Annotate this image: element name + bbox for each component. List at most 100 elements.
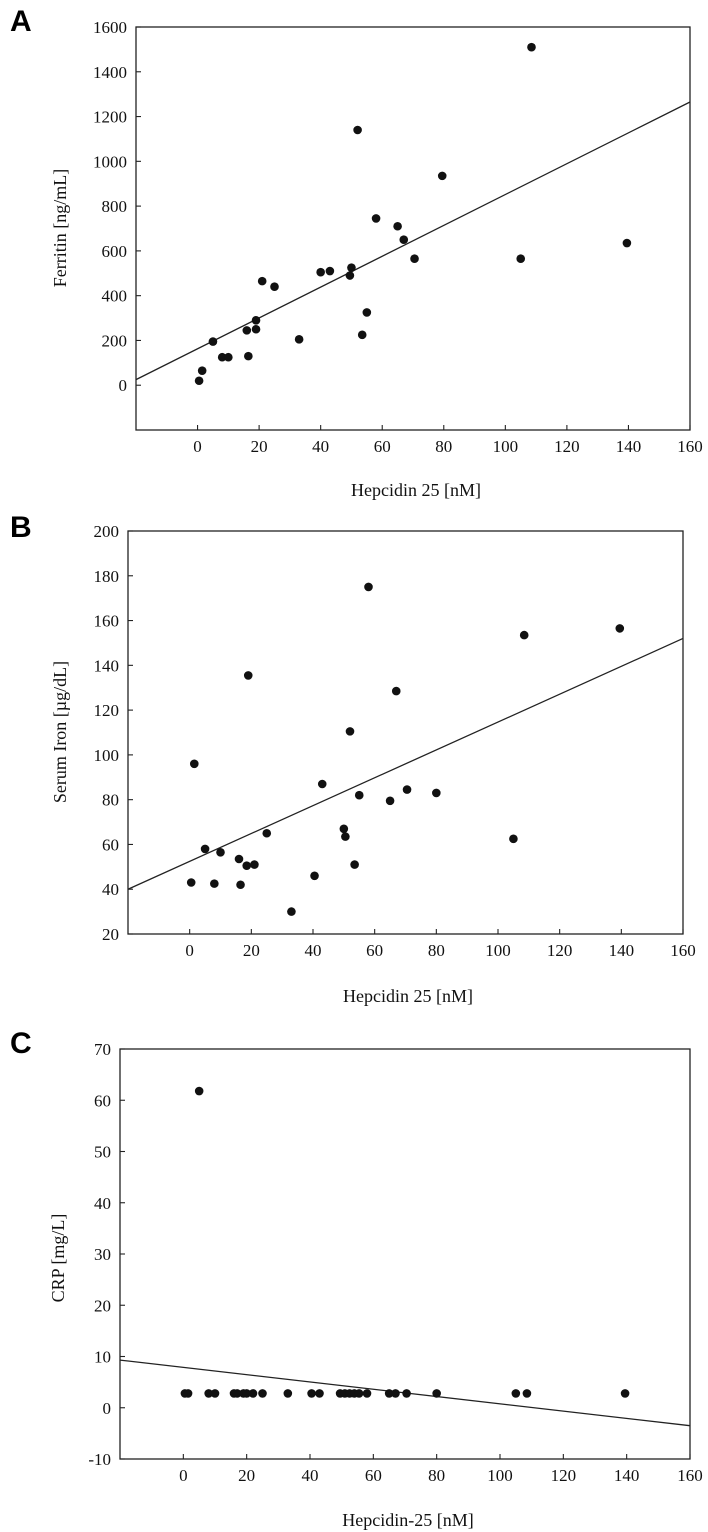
panel-b-data-point xyxy=(243,671,253,680)
panel-a-x-tick-label: 60 xyxy=(374,437,391,456)
panel-c-data-point xyxy=(242,1389,251,1398)
panel-c-data-point xyxy=(307,1389,316,1398)
panel-a-y-tick-label: 1400 xyxy=(93,63,127,82)
panel-b-y-tick-label: 180 xyxy=(94,567,120,586)
panel-a-y-tick-label: 1600 xyxy=(93,18,127,37)
panel-c-x-tick-label: 60 xyxy=(365,1466,382,1485)
panel-b-data-point xyxy=(615,624,625,633)
panel-a-y-tick-label: 400 xyxy=(102,287,128,306)
panel-b-x-axis-title: Hepcidin 25 [nM] xyxy=(343,986,473,1006)
panel-b-letter: B xyxy=(10,511,32,544)
panel-a-plot-frame xyxy=(135,26,691,431)
panel-b-data-point xyxy=(186,878,196,887)
panel-b-data-point xyxy=(350,860,359,869)
panel-a-data-point xyxy=(325,266,335,276)
panel-a-data-point xyxy=(316,267,325,277)
panel-a-data-point xyxy=(410,254,419,264)
panel-c-y-tick-label: 70 xyxy=(94,1040,111,1059)
panel-b: B Hepcidin 25 [nM] Serum Iron [µg/dL] 0 2… xyxy=(10,511,696,1006)
panel-a-data-point xyxy=(294,335,304,344)
panel-c-data-point xyxy=(315,1389,324,1398)
panel-c-x-tick-label: 0 xyxy=(179,1466,188,1485)
panel-b-y-tick-label: 160 xyxy=(94,612,120,631)
panel-c-plot-frame xyxy=(119,1048,691,1460)
panel-c-data-point xyxy=(183,1389,193,1398)
panel-b-x-tick-label: 80 xyxy=(428,941,445,960)
panel-c-data-point xyxy=(248,1389,258,1398)
panel-a-data-point xyxy=(353,125,362,135)
panel-a-x-tick-label: 120 xyxy=(554,437,580,456)
panel-b-y-axis-title: Serum Iron [µg/dL] xyxy=(50,661,70,803)
panel-c-y-tick-label: 50 xyxy=(94,1143,111,1162)
panel-c-data-point xyxy=(194,1086,204,1096)
panel-c-x-tick-label: 120 xyxy=(551,1466,577,1485)
panel-a-y-tick-label: 1000 xyxy=(93,152,127,171)
panel-c: C Hepcidin-25 [nM] CRP [mg/L] 0 20 40 60 80 1… xyxy=(10,1027,703,1530)
panel-a-data-point xyxy=(393,221,402,231)
panel-b-data-point xyxy=(189,759,199,769)
panel-a-data-point xyxy=(251,315,261,325)
panel-b-data-point xyxy=(364,582,373,592)
panel-a-data-point xyxy=(197,366,207,375)
panel-b-data-point xyxy=(402,785,412,794)
panel-a-x-tick-label: 40 xyxy=(312,437,329,456)
panel-a-y-tick-label: 200 xyxy=(102,331,128,350)
panel-a-x-tick-label: 140 xyxy=(616,437,642,456)
panel-b-regression-line xyxy=(127,637,684,890)
panel-c-y-tick-label: 10 xyxy=(94,1348,111,1367)
panel-b-data-point xyxy=(200,844,210,854)
panel-a-y-axis-title: Ferritin [ng/mL] xyxy=(50,169,70,287)
panel-a-y-tick-label: 600 xyxy=(102,242,128,261)
panel-a-data-point xyxy=(251,324,261,334)
panel-b-data-point xyxy=(341,832,350,841)
panel-b-data-point xyxy=(345,727,355,736)
panel-b-y-tick-label: 80 xyxy=(102,791,119,810)
panel-a-letter: A xyxy=(10,5,32,38)
panel-b-data-point xyxy=(236,880,245,890)
panel-a-data-point xyxy=(244,351,253,361)
panel-b-data-point xyxy=(432,788,441,798)
panel-c-x-tick-label: 40 xyxy=(302,1466,319,1485)
panel-a-data-point xyxy=(516,254,526,264)
panel-b-data-point xyxy=(317,779,327,789)
panel-b-y-tick-label: 140 xyxy=(94,656,120,675)
panel-a-data-point xyxy=(208,337,218,346)
panel-a-x-tick-label: 20 xyxy=(251,437,268,456)
panel-c-data-point xyxy=(232,1389,242,1398)
panel-b-data-point xyxy=(287,907,296,916)
panel-b-y-tick-label: 40 xyxy=(102,880,119,899)
panel-c-data-point xyxy=(362,1389,372,1398)
panel-a-x-tick-label: 100 xyxy=(493,437,519,456)
panel-b-y-tick-label: 60 xyxy=(102,835,119,854)
panel-a-data-point xyxy=(347,263,356,272)
panel-c-y-tick-label: 0 xyxy=(103,1399,112,1418)
panel-c-data-point xyxy=(354,1389,364,1398)
panel-c-data-point xyxy=(511,1389,521,1398)
panel-a-data-point xyxy=(242,326,252,335)
panel-b-data-point xyxy=(509,834,518,844)
panel-c-y-axis-title: CRP [mg/L] xyxy=(48,1214,68,1303)
panel-b-y-tick-label: 20 xyxy=(102,925,119,944)
panel-c-x-tick-label: 160 xyxy=(677,1466,703,1485)
panel-b-data-point xyxy=(310,871,319,881)
panel-c-y-tick-label: 60 xyxy=(94,1091,111,1110)
panel-c-x-axis-title: Hepcidin-25 [nM] xyxy=(342,1510,473,1530)
panel-a-y-tick-label: 0 xyxy=(119,376,128,395)
panel-b-x-tick-label: 100 xyxy=(485,941,511,960)
panel-a-data-point xyxy=(194,376,204,386)
panel-b-y-tick-label: 100 xyxy=(94,746,120,765)
panel-c-y-tick-label: -10 xyxy=(88,1450,111,1469)
panel-b-x-tick-label: 0 xyxy=(185,941,194,960)
panel-b-data-point xyxy=(242,861,252,871)
panel-c-data-point xyxy=(384,1389,394,1398)
panel-c-x-tick-label: 100 xyxy=(487,1466,513,1485)
panel-a-data-point xyxy=(224,352,233,362)
panel-a-data-point xyxy=(362,308,372,317)
panel-a-data-point xyxy=(345,271,355,280)
panel-b-x-tick-label: 120 xyxy=(547,941,573,960)
panel-c-data-point xyxy=(432,1389,441,1398)
panel-c-x-tick-label: 80 xyxy=(428,1466,445,1485)
panel-a-x-tick-label: 0 xyxy=(193,437,202,456)
panel-c-y-tick-label: 40 xyxy=(94,1194,111,1213)
